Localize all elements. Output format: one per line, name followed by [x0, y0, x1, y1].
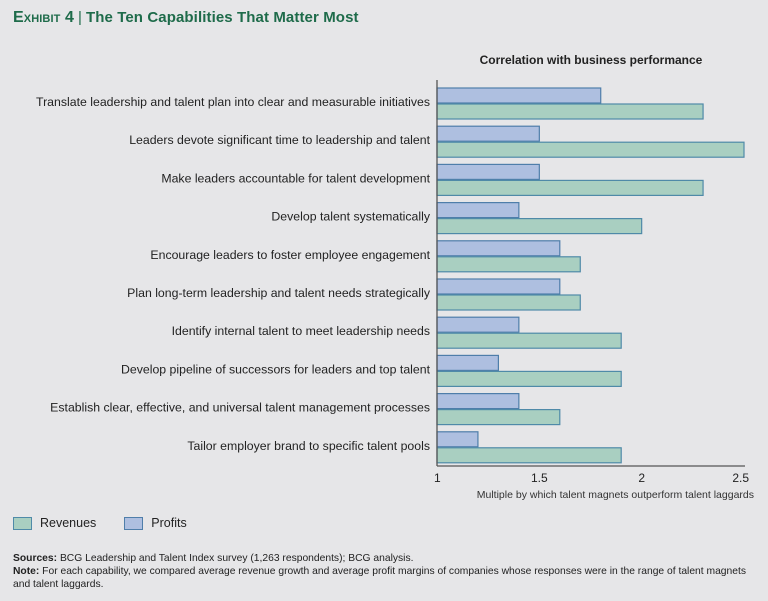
- legend-item-revenues: Revenues: [13, 516, 96, 530]
- bar-profits: [436, 163, 540, 180]
- bar-revenues: [436, 447, 622, 464]
- bar-revenues: [436, 141, 745, 158]
- title-separator: |: [77, 9, 82, 26]
- bar-profits: [436, 202, 520, 219]
- category-label: Identify internal talent to meet leaders…: [172, 324, 430, 338]
- category-label: Develop pipeline of successors for leade…: [121, 362, 431, 376]
- bar-revenues: [436, 256, 581, 273]
- bar-revenues: [436, 218, 643, 235]
- legend-label-revenues: Revenues: [40, 516, 97, 530]
- bar-profits: [436, 431, 479, 448]
- bar-revenues: [436, 179, 704, 196]
- bar-profits: [436, 316, 520, 333]
- bar-profits: [436, 393, 520, 410]
- bar-revenues: [436, 409, 561, 426]
- footnotes: Sources: BCG Leadership and Talent Index…: [13, 552, 758, 591]
- legend-item-profits: Profits: [124, 516, 187, 530]
- bar-profits: [436, 240, 561, 257]
- category-label: Plan long-term leadership and talent nee…: [127, 286, 431, 300]
- x-axis-label: Multiple by which talent magnets outperf…: [477, 489, 754, 501]
- bar-revenues: [436, 294, 581, 311]
- bar-profits: [436, 125, 540, 142]
- category-label: Make leaders accountable for talent deve…: [161, 171, 430, 185]
- bar-revenues: [436, 332, 622, 349]
- bar-profits: [436, 354, 500, 371]
- x-tick-label: 2: [638, 471, 645, 485]
- note-text: For each capability, we compared average…: [13, 566, 746, 590]
- chart-subtitle: Correlation with business performance: [479, 53, 703, 67]
- chart-legend: Revenues Profits: [13, 516, 215, 530]
- bar-profits: [436, 278, 561, 295]
- x-tick-label: 2.5: [732, 471, 749, 485]
- category-label: Tailor employer brand to specific talent…: [187, 439, 430, 453]
- legend-swatch-profits: [124, 516, 144, 530]
- note-label: Note:: [13, 566, 40, 577]
- method-note: Note: For each capability, we compared a…: [13, 565, 758, 591]
- category-label: Leaders devote significant time to leade…: [129, 133, 430, 147]
- bar-revenues: [436, 370, 622, 387]
- x-tick-label: 1.5: [531, 471, 548, 485]
- exhibit-heading: The Ten Capabilities That Matter Most: [85, 9, 359, 26]
- category-label: Encourage leaders to foster employee eng…: [150, 248, 430, 262]
- exhibit-title: Exhibit 4 | The Ten Capabilities That Matt…: [13, 9, 359, 27]
- sources-note: Sources: BCG Leadership and Talent Index…: [13, 552, 758, 565]
- bar-profits: [436, 87, 602, 104]
- category-label: Translate leadership and talent plan int…: [36, 95, 430, 109]
- sources-label: Sources:: [13, 553, 58, 564]
- sources-text: BCG Leadership and Talent Index survey (…: [57, 553, 414, 564]
- bar-revenues: [436, 103, 704, 120]
- x-tick-label: 1: [434, 471, 441, 485]
- bar-chart: Translate leadership and talent plan int…: [36, 80, 754, 501]
- category-label: Establish clear, effective, and universa…: [50, 401, 430, 415]
- category-label: Develop talent systematically: [271, 210, 430, 224]
- legend-swatch-revenues: [13, 516, 32, 530]
- legend-label-profits: Profits: [151, 516, 187, 530]
- exhibit-label: Exhibit 4: [13, 9, 74, 26]
